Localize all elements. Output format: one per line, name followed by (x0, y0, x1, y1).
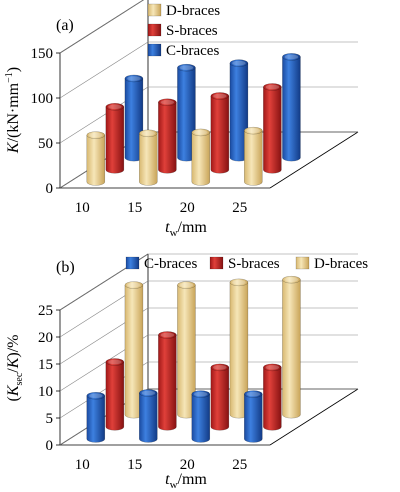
b-bar-d-braces-15 (177, 281, 196, 419)
chart-a-legend: D-braces S-braces C-braces (147, 3, 220, 59)
a-x-tick-label-10: 10 (75, 200, 90, 216)
a-x-tick-label-25: 25 (232, 200, 247, 216)
chart-b: (b) 0 5 10 15 20 25 10 15 20 25 C-braces S-braces… (5, 253, 368, 491)
b-y-tick-label-3: 15 (38, 357, 53, 373)
a-legend-item-s-braces: S-braces (147, 23, 218, 39)
a-y-tick-label-2: 100 (31, 91, 54, 107)
a-bar-d-braces-20 (191, 128, 211, 186)
b-x-tick-label-10: 10 (75, 457, 90, 473)
a-legend-item-c-braces: C-braces (147, 43, 219, 59)
a-bar-d-braces-10 (86, 131, 106, 186)
chart-b-x-ticks: 10 15 20 25 (75, 457, 248, 473)
svg-text:S-braces: S-braces (166, 23, 218, 39)
b-y-tick-label-0: 0 (46, 438, 54, 454)
a-bar-s-braces-15 (158, 98, 177, 174)
chart-b-legend: C-braces S-braces D-braces (125, 256, 368, 272)
b-legend-item-d-braces: D-braces (295, 256, 368, 272)
a-bar-s-braces-20 (210, 92, 230, 174)
b-bar-c-braces-15 (139, 389, 158, 443)
svg-text:C-braces: C-braces (166, 43, 219, 59)
a-grid-side-2 (59, 41, 149, 99)
a-bar-s-braces-10 (105, 103, 125, 174)
chart-a-bars (86, 53, 301, 186)
a-bar-d-braces-25 (244, 126, 263, 186)
b-bar-s-braces-25 (263, 363, 282, 431)
chart-a-y-axis-label: K/(kN·mm−1) (4, 67, 22, 154)
a-y-tick-label-0: 0 (46, 181, 54, 197)
chart-a-x-axis-label: tw/mm (165, 219, 207, 239)
b-bar-c-braces-25 (244, 390, 263, 443)
b-x-tick-label-25: 25 (232, 457, 247, 473)
chart-b-y-ticks: 0 5 10 15 20 25 (38, 303, 60, 454)
a-y-tick-label-3: 150 (31, 46, 54, 62)
b-bar-c-braces-10 (86, 391, 106, 443)
b-bar-s-braces-15 (158, 331, 177, 431)
svg-text:D-braces: D-braces (314, 256, 368, 272)
svg-text:S-braces: S-braces (228, 256, 280, 272)
chart-b-x-axis-label: tw/mm (165, 471, 207, 491)
b-x-tick-label-20: 20 (180, 457, 195, 473)
a-floor-right-edge (269, 131, 359, 189)
b-bar-d-braces-25 (282, 275, 301, 419)
b-floor-right-edge (269, 388, 359, 446)
a-bar-s-braces-25 (263, 83, 282, 174)
chart-b-bars (86, 275, 301, 443)
a-legend-item-d-braces: D-braces (147, 3, 220, 19)
a-bar-d-braces-15 (139, 129, 158, 186)
b-bar-c-braces-20 (191, 390, 211, 443)
a-x-tick-label-20: 20 (180, 200, 195, 216)
b-x-tick-label-15: 15 (127, 457, 142, 473)
b-y-tick-label-2: 10 (38, 384, 53, 400)
chart-b-y-axis-label: (Ksec/K)/% (5, 334, 25, 401)
a-y-tick-label-1: 50 (38, 136, 53, 152)
b-legend-item-s-braces: S-braces (209, 256, 280, 272)
b-y-tick-label-4: 20 (38, 330, 53, 346)
b-y-tick-label-1: 5 (46, 411, 54, 427)
svg-text:D-braces: D-braces (166, 3, 220, 19)
svg-text:C-braces: C-braces (144, 256, 197, 272)
a-bar-c-braces-20 (229, 59, 249, 162)
a-bar-c-braces-10 (124, 74, 144, 162)
b-bar-d-braces-20 (229, 278, 249, 419)
a-bar-c-braces-25 (282, 53, 301, 162)
a-x-tick-label-15: 15 (127, 200, 142, 216)
chart-a: (a) 0 50 100 150 10 15 20 25 D-braces S-braces C… (4, 0, 359, 239)
b-legend-item-c-braces: C-braces (125, 256, 197, 272)
panel-a-tag: (a) (56, 17, 74, 34)
b-y-tick-label-5: 25 (38, 303, 53, 319)
chart-a-x-ticks: 10 15 20 25 (75, 200, 248, 216)
b-bar-d-braces-10 (124, 281, 144, 419)
a-grid-side-3 (59, 0, 144, 54)
b-bar-s-braces-10 (105, 358, 125, 431)
chart-a-y-ticks: 0 50 100 150 (31, 46, 60, 197)
a-bar-c-braces-15 (177, 63, 196, 162)
panel-b-tag: (b) (56, 259, 75, 276)
b-bar-s-braces-20 (210, 363, 230, 431)
